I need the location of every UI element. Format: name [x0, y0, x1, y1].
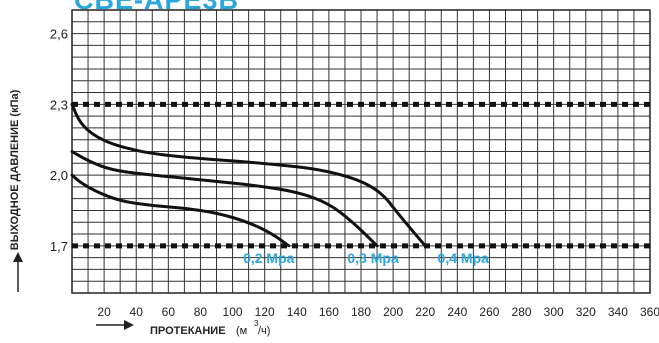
x-tick-label: 60: [162, 305, 176, 319]
x-tick-label: 220: [415, 305, 435, 319]
x-tick-label: 180: [351, 305, 371, 319]
x-tick-label: 300: [544, 305, 564, 319]
series-lines: [70, 102, 427, 248]
x-axis-unit-tail: /ч): [258, 325, 270, 337]
y-axis-title: ВЫХОДНОЕ ДАВЛЕНИЕ (кПа): [9, 89, 21, 250]
x-tick-label: 100: [223, 305, 243, 319]
x-axis-unit-sup: 3: [254, 319, 259, 328]
x-axis-unit-base: (м: [236, 325, 247, 337]
y-axis-label: ВЫХОДНОЕ ДАВЛЕНИЕ (кПа): [9, 89, 21, 250]
x-axis-arrow: [96, 320, 134, 330]
x-tick-label: 200: [383, 305, 403, 319]
series-label: 0,3 Mpa: [347, 250, 399, 266]
x-tick-label: 280: [512, 305, 532, 319]
x-tick-label: 240: [447, 305, 467, 319]
series-label: 0,2 Mpa: [243, 250, 295, 266]
x-tick-label: 140: [287, 305, 307, 319]
y-axis-arrow: [13, 252, 23, 292]
x-tick-label: 120: [255, 305, 275, 319]
x-tick-label: 40: [130, 305, 144, 319]
x-tick-label: 260: [479, 305, 499, 319]
series-label: 0,4 Mpa: [438, 250, 490, 266]
x-axis-label: ПРОТЕКАНИЕ: [150, 325, 226, 337]
x-tick-label: 360: [640, 305, 659, 319]
x-tick-labels: 20 40 60 80 100 120 140 160 180 200 220 240 260 280 30…: [97, 305, 659, 319]
x-tick-label: 160: [319, 305, 339, 319]
x-tick-label: 340: [608, 305, 628, 319]
x-tick-label: 320: [576, 305, 596, 319]
y-tick-label: 2,3: [50, 97, 68, 112]
y-tick-labels: 2,6 2,3 2,0 1,7: [50, 27, 68, 254]
series-line: [70, 150, 379, 248]
y-tick-label: 1,7: [50, 239, 68, 254]
series-line: [70, 102, 427, 248]
reference-lines: [72, 101, 650, 249]
y-tick-label: 2,6: [50, 27, 68, 42]
series-labels: 0,2 Mpa 0,3 Mpa 0,4 Mpa: [243, 250, 489, 266]
x-tick-label: 80: [194, 305, 208, 319]
y-tick-label: 2,0: [50, 168, 68, 183]
series-line: [70, 173, 291, 248]
x-tick-label: 20: [97, 305, 111, 319]
